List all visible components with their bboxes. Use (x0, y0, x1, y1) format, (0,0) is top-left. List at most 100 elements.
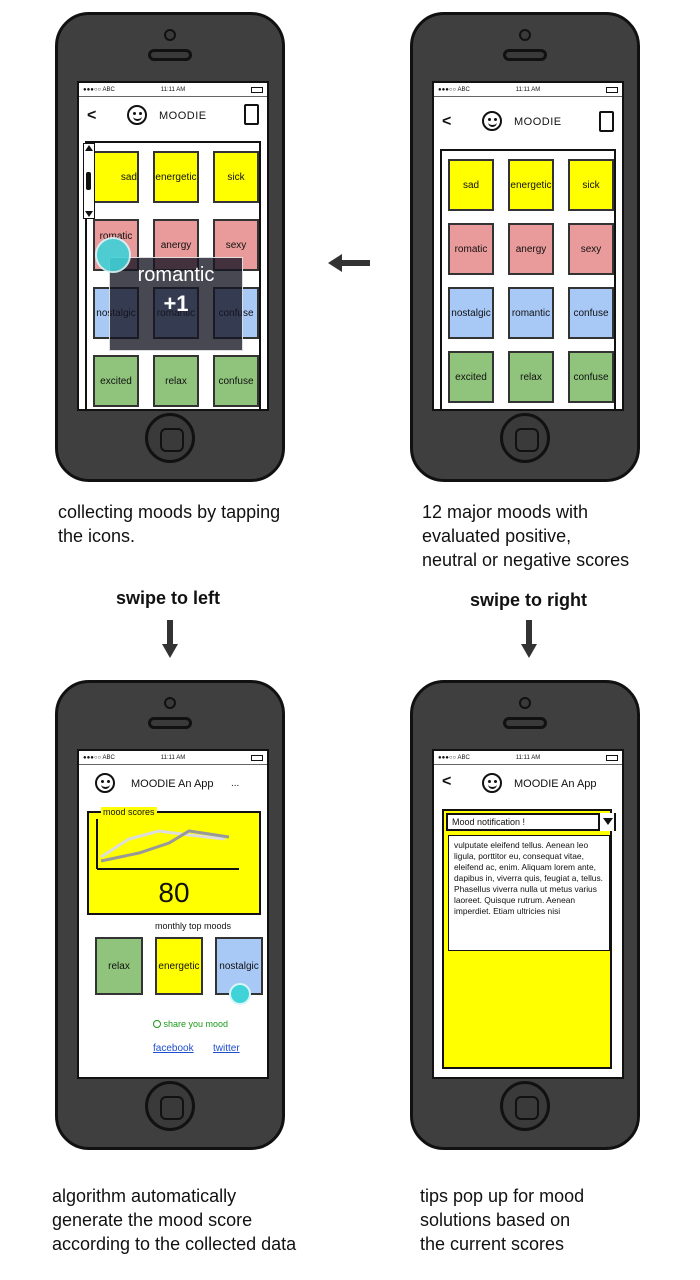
app-title: MOODIE An App (514, 778, 597, 790)
phone-mockup-score: ●●●○○ ABC 11:11 AM MOODIE An App ... moo… (55, 680, 285, 1150)
status-time: 11:11 AM (160, 87, 186, 93)
speaker-icon (503, 49, 547, 61)
mood-score-chart (96, 819, 239, 870)
mood-tile-relax[interactable]: relax (508, 351, 554, 403)
home-button[interactable] (145, 1081, 195, 1131)
more-icon[interactable]: ... (231, 778, 240, 789)
caption-collect: collecting moods by tapping the icons. (58, 500, 280, 548)
swipe-right-label: swipe to right (470, 590, 587, 610)
caption-line: according to the collected data (52, 1234, 297, 1254)
mood-tile-excited[interactable]: excited (448, 351, 494, 403)
mood-notification-dropdown[interactable]: Mood notification ! (446, 813, 616, 831)
status-bar: ●●●○○ ABC 11:11 AM (434, 751, 622, 765)
facebook-link[interactable]: facebook (153, 1043, 194, 1054)
speaker-icon (503, 717, 547, 729)
smiley-icon (95, 773, 115, 793)
nav-bar: < MOODIE (79, 97, 267, 137)
top-mood-relax[interactable]: relax (95, 937, 143, 995)
status-time: 11:11 AM (515, 87, 541, 93)
camera-icon (164, 697, 176, 709)
battery-icon (251, 755, 263, 761)
back-icon[interactable]: < (442, 773, 452, 790)
carrier-label: ●●●○○ ABC (83, 755, 115, 761)
phone-screen: ●●●○○ ABC 11:11 AM MOODIE An App ... moo… (77, 749, 269, 1079)
back-icon[interactable]: < (87, 107, 97, 124)
down-arrow-icon (521, 620, 537, 660)
mood-tile-excited[interactable]: excited (93, 355, 139, 407)
book-icon[interactable] (244, 104, 259, 125)
tap-indicator (95, 237, 131, 273)
mood-tile-sad[interactable]: sad (93, 151, 139, 203)
caption-line: generate the mood score (52, 1210, 253, 1230)
carrier-label: ●●●○○ ABC (438, 87, 470, 93)
battery-icon (251, 87, 263, 93)
mood-tile-sexy[interactable]: sexy (568, 223, 614, 275)
radio-icon (153, 1020, 161, 1028)
popup-score-value: +1 (163, 291, 189, 316)
top-moods-row: relax energetic nostalgic (95, 937, 263, 995)
dropdown-arrow-icon[interactable] (598, 813, 614, 831)
scrollbar[interactable] (83, 143, 95, 219)
status-bar: ●●●○○ ABC 11:11 AM (79, 751, 267, 765)
app-title: MOODIE An App (131, 778, 214, 790)
battery-icon (606, 755, 618, 761)
home-button[interactable] (500, 413, 550, 463)
twitter-link[interactable]: twitter (213, 1043, 240, 1054)
caption-line: the current scores (420, 1234, 565, 1254)
notification-text: vulputate eleifend tellus. Aenean leo li… (448, 835, 610, 951)
phone-screen: ●●●○○ ABC 11:11 AM < MOODIE sad energeti… (432, 81, 624, 411)
left-arrow-icon (328, 254, 370, 272)
caption-line: solutions based on (420, 1210, 571, 1230)
mood-score-card: mood scores 80 (87, 807, 261, 915)
mood-tile-energetic[interactable]: energetic (153, 151, 199, 203)
tips-panel: Mood notification ! vulputate eleifend t… (442, 809, 616, 1069)
mood-tile-confuse-2[interactable]: confuse (213, 355, 259, 407)
mood-tile-nostalgic[interactable]: nostalgic (448, 287, 494, 339)
camera-icon (519, 697, 531, 709)
scroll-thumb[interactable] (86, 172, 91, 190)
mood-tile-relax[interactable]: relax (153, 355, 199, 407)
battery-icon (606, 87, 618, 93)
caption-tips: tips pop up for mood solutions based on … (420, 1184, 584, 1256)
caption-line: the icons. (58, 526, 136, 546)
mood-tile-energetic[interactable]: energetic (508, 159, 554, 211)
mood-tile-confuse-2[interactable]: confuse (568, 351, 614, 403)
caption-line: tips pop up for mood (420, 1186, 585, 1206)
tap-indicator (229, 983, 251, 1005)
mood-tile-sick[interactable]: sick (213, 151, 259, 203)
mood-tile-romatic[interactable]: romatic (448, 223, 494, 275)
mood-tile-anergy[interactable]: anergy (508, 223, 554, 275)
camera-icon (164, 29, 176, 41)
back-icon[interactable]: < (442, 113, 452, 130)
speaker-icon (148, 49, 192, 61)
caption-moods: 12 major moods with evaluated positive, … (422, 500, 629, 572)
chart-series-dark (100, 829, 230, 863)
status-bar: ●●●○○ ABC 11:11 AM (434, 83, 622, 97)
status-time: 11:11 AM (160, 755, 186, 761)
home-button[interactable] (500, 1081, 550, 1131)
swipe-left-label: swipe to left (116, 588, 221, 608)
top-mood-energetic[interactable]: energetic (155, 937, 203, 995)
status-bar: ●●●○○ ABC 11:11 AM (79, 83, 267, 97)
mood-score-value: 80 (158, 877, 190, 908)
mood-tile-sad[interactable]: sad (448, 159, 494, 211)
scroll-up-icon[interactable] (85, 145, 93, 151)
status-time: 11:11 AM (515, 755, 541, 761)
smiley-icon (482, 111, 502, 131)
speaker-icon (148, 717, 192, 729)
share-mood-link[interactable]: share you mood (153, 1019, 228, 1029)
mood-tile-sick[interactable]: sick (568, 159, 614, 211)
home-button[interactable] (145, 413, 195, 463)
scroll-down-icon[interactable] (85, 211, 93, 217)
down-arrow-icon (162, 620, 178, 660)
mood-tile-confuse[interactable]: confuse (568, 287, 614, 339)
caption-score: algorithm automatically generate the moo… (52, 1184, 296, 1256)
book-icon[interactable] (599, 111, 614, 132)
nav-bar: < MOODIE An App (434, 765, 622, 805)
carrier-label: ●●●○○ ABC (83, 87, 115, 93)
mood-tile-romantic[interactable]: romantic (508, 287, 554, 339)
caption-line: collecting moods by tapping (58, 502, 281, 522)
chart-series-light (100, 829, 226, 859)
dropdown-label: Mood notification ! (452, 817, 526, 827)
app-title: MOODIE (514, 116, 562, 128)
